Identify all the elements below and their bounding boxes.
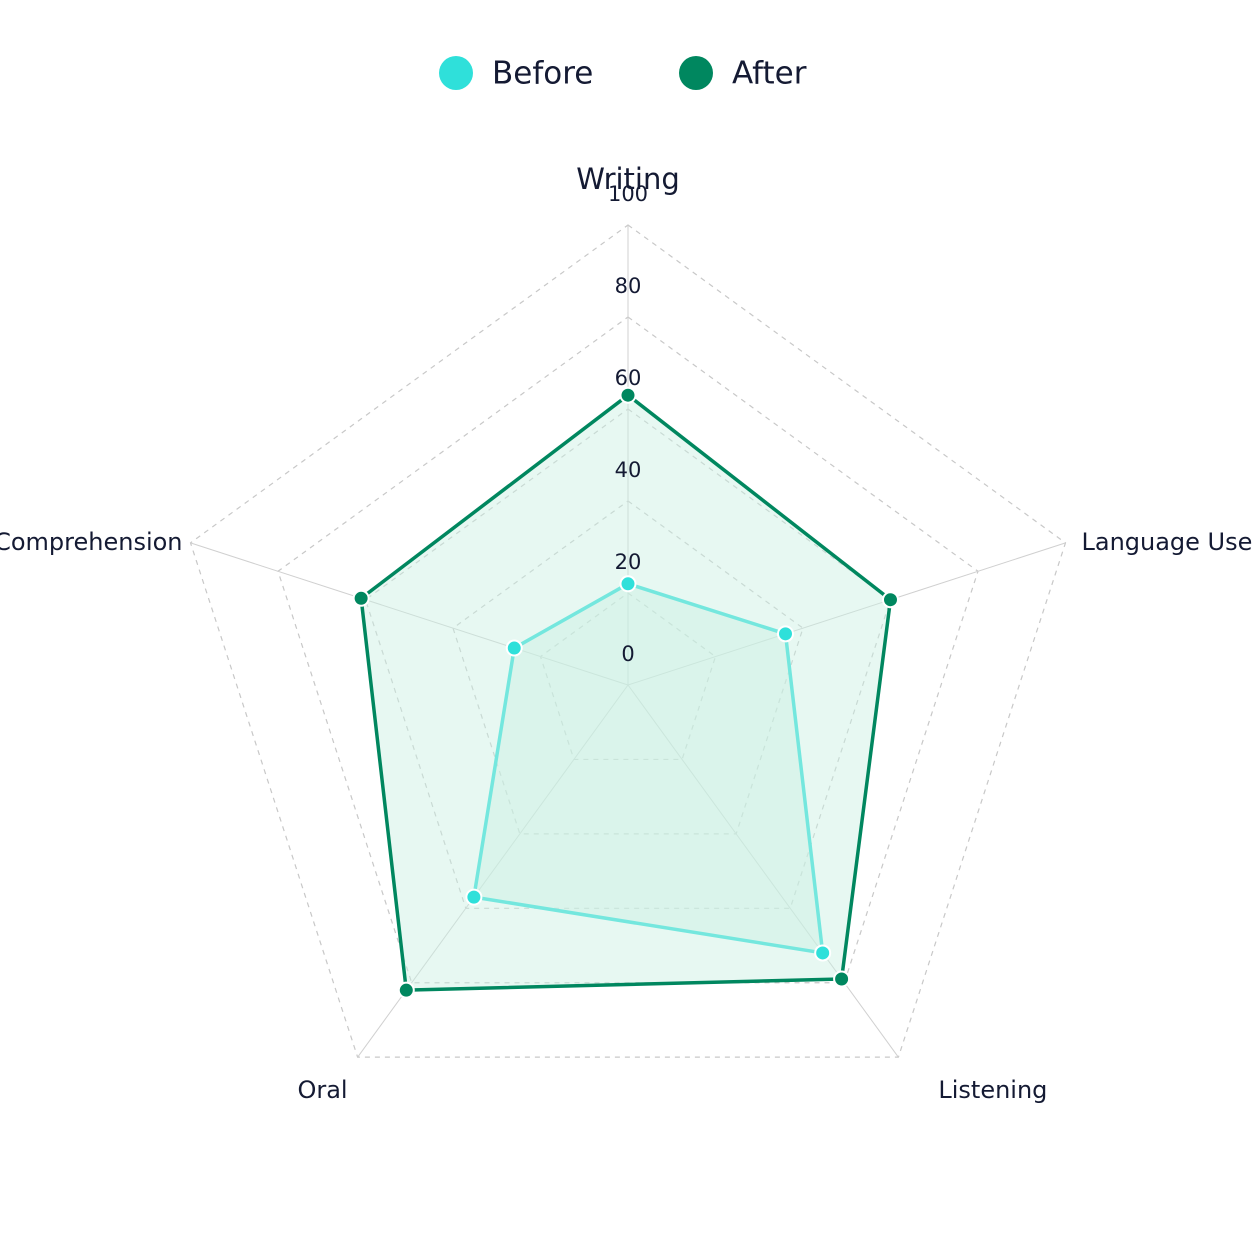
data-point — [776, 625, 794, 643]
r-tick-label: 100 — [608, 182, 648, 206]
axis-label: Language Use — [1081, 528, 1252, 556]
grid-ring — [539, 592, 717, 761]
r-tick-label: 20 — [615, 550, 642, 574]
axis-label: Oral — [297, 1076, 347, 1104]
axis-label: Listening — [938, 1076, 1047, 1104]
spoke — [627, 684, 899, 1058]
data-point — [505, 639, 523, 657]
grid-ring — [277, 316, 979, 984]
r-tick-label: 80 — [615, 274, 642, 298]
r-tick-label: 0 — [621, 642, 634, 666]
grid-ring — [189, 224, 1067, 1058]
series-area — [359, 393, 893, 992]
data-point — [352, 589, 370, 607]
legend-marker — [679, 56, 713, 90]
grid-ring — [452, 500, 804, 835]
data-point — [881, 591, 899, 609]
data-point — [465, 888, 483, 906]
axis-label: Writing — [576, 162, 680, 196]
r-tick-label: 60 — [615, 366, 642, 390]
legend-marker — [439, 56, 473, 90]
data-point — [397, 981, 415, 999]
legend-label: After — [732, 56, 807, 92]
series-area — [472, 582, 825, 955]
spoke — [627, 542, 1066, 686]
data-point — [619, 575, 637, 593]
data-point — [619, 386, 637, 404]
data-point — [814, 944, 832, 962]
legend-label: Before — [492, 56, 593, 92]
spoke — [190, 542, 629, 686]
grid-ring — [364, 408, 892, 909]
axis-label: Comprehension — [0, 528, 183, 556]
data-point — [833, 970, 851, 988]
r-tick-label: 40 — [615, 458, 642, 482]
